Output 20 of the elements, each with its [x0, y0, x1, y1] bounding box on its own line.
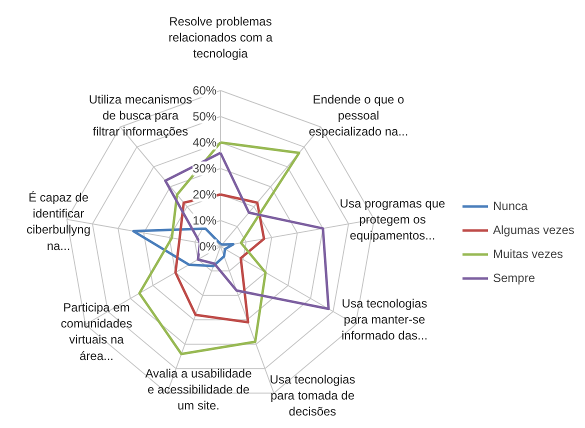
spoke-label: Usa tecnologias para tomada de decisões — [270, 372, 356, 419]
legend-label: Nunca — [493, 199, 528, 213]
y-tick-label: 0% — [199, 240, 217, 254]
spoke-label: Usa tecnologias para manter-se informado das... — [341, 296, 428, 343]
spoke-label: Utiliza mecanismos de busca para filtrar informações — [88, 92, 192, 139]
y-tick-label: 60% — [192, 84, 217, 98]
spoke-label: É capaz de identificar ciberbullyng na... — [26, 190, 91, 253]
spoke-label: Endende o que o pessoal especializado na... — [308, 92, 408, 139]
legend-label: Muitas vezes — [493, 247, 564, 261]
y-tick-label: 10% — [192, 214, 217, 228]
y-tick-label: 30% — [192, 162, 217, 176]
legend-label: Sempre — [493, 271, 536, 285]
spoke-label: Participa em comunidades virtuais na área... — [60, 300, 132, 363]
y-tick-label: 20% — [192, 188, 217, 202]
spoke-label: Avalia a usabilidade e acessibilidade de um site. — [145, 366, 252, 413]
legend-label: Algumas vezes — [493, 223, 574, 237]
spoke-label: Resolve problemas relacionados com a tecnologia — [168, 14, 273, 61]
y-tick-label: 50% — [192, 110, 217, 124]
spoke-label: Usa programas que protegem os equipamentos... — [340, 196, 446, 243]
y-tick-label: 40% — [192, 136, 217, 150]
